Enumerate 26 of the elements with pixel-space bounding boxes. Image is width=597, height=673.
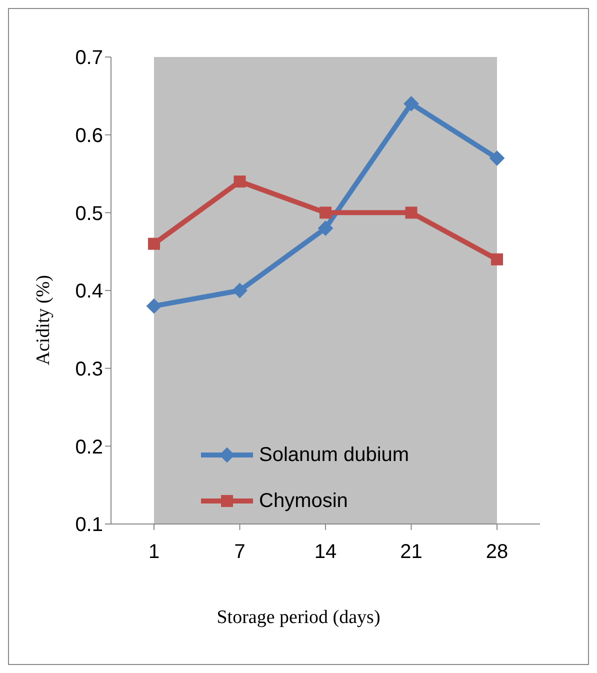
x-axis-title: Storage period (days): [216, 607, 382, 629]
point: [318, 220, 333, 236]
legend-label: Chymosin: [259, 490, 348, 512]
point: [490, 150, 504, 166]
point: [146, 298, 162, 314]
y-tick-label: 0.7: [75, 47, 103, 70]
x-tick-label: 28: [486, 541, 508, 564]
x-tick-label: 21: [400, 541, 422, 564]
y-tick-label: 0.1: [75, 514, 103, 536]
point: [320, 206, 332, 219]
point: [404, 96, 419, 112]
point: [232, 283, 248, 298]
point: [148, 238, 160, 250]
x-tick-label: 14: [314, 541, 337, 564]
point: [491, 253, 503, 266]
x-tick-label: 1: [148, 541, 160, 564]
point: [405, 206, 418, 219]
y-tick-label: 0.3: [75, 358, 103, 380]
y-axis-title: Acidity (%): [33, 275, 55, 366]
legend-label: Solanum dubium: [259, 444, 410, 466]
y-tick-label: 0.4: [75, 280, 103, 303]
y-tick-label: 0.2: [75, 436, 103, 458]
x-tick-label: 7: [234, 541, 246, 564]
y-tick-label: 0.6: [75, 124, 103, 147]
y-tick-label: 0.5: [75, 202, 103, 225]
point: [234, 176, 246, 188]
